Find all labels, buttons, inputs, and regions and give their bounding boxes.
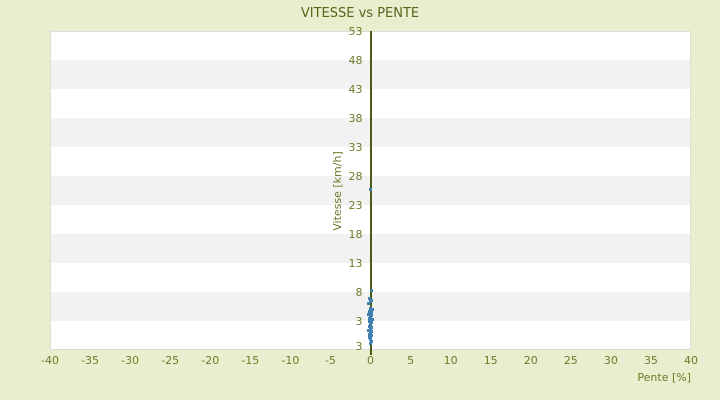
data-point[interactable] (369, 338, 372, 342)
y-tick-label: 3 (355, 315, 363, 328)
data-point[interactable] (368, 332, 372, 336)
y-tick-label: 38 (348, 112, 363, 125)
y-tick-label: 8 (355, 286, 363, 299)
x-tick-label: 15 (483, 354, 498, 367)
x-tick-label: -30 (121, 354, 140, 367)
y-tick-label: 33 (348, 141, 363, 154)
data-point[interactable] (370, 317, 374, 321)
data-point[interactable] (368, 336, 372, 340)
chart-title: VITESSE vs PENTE (300, 6, 420, 21)
data-point[interactable] (369, 188, 372, 192)
data-point[interactable] (368, 325, 372, 329)
x-tick-label: 20 (523, 354, 538, 367)
x-tick-label: -15 (241, 354, 260, 367)
x-tick-label: -40 (41, 354, 59, 367)
y-axis-line (369, 31, 372, 355)
x-tick-label: -20 (201, 354, 220, 367)
y-tick-label: 18 (348, 228, 363, 241)
y-tick-label: 53 (348, 25, 363, 38)
x-tick-label: 40 (684, 354, 698, 367)
data-point[interactable] (367, 313, 371, 317)
x-tick-label: -25 (161, 354, 180, 367)
data-point[interactable] (369, 311, 372, 315)
data-point[interactable] (369, 298, 373, 302)
data-point[interactable] (368, 296, 372, 300)
x-tick-label: -5 (324, 354, 336, 367)
x-tick-label: 30 (603, 354, 618, 367)
data-point[interactable] (369, 329, 373, 333)
data-point[interactable] (367, 301, 371, 305)
y-tick-label: 48 (348, 54, 363, 67)
data-point[interactable] (369, 300, 372, 304)
data-point[interactable] (368, 309, 372, 313)
y-tick-label: 13 (348, 257, 363, 270)
x-tick-label: -35 (81, 354, 100, 367)
data-point[interactable] (369, 341, 372, 345)
x-tick-label: -10 (281, 354, 300, 367)
data-point[interactable] (369, 322, 372, 326)
data-point[interactable] (369, 339, 373, 343)
y-axis-min-label: 3 (355, 340, 363, 353)
data-point[interactable] (368, 320, 372, 324)
data-point[interactable] (369, 288, 373, 292)
x-tick-label: 10 (443, 354, 458, 367)
data-point[interactable] (368, 316, 372, 320)
x-tick-label: 25 (563, 354, 578, 367)
data-point[interactable] (370, 308, 374, 312)
data-point[interactable] (369, 327, 372, 331)
x-tick-label: 5 (407, 354, 415, 367)
data-point[interactable] (369, 307, 372, 311)
y-tick-label: 43 (348, 83, 363, 96)
x-tick-label: 35 (643, 354, 658, 367)
x-tick-label: 0 (367, 354, 374, 367)
y-tick-label: 28 (348, 170, 363, 183)
x-axis-title: Pente [%] (637, 371, 691, 384)
y-tick-label: 23 (348, 199, 363, 212)
data-point[interactable] (367, 328, 371, 332)
